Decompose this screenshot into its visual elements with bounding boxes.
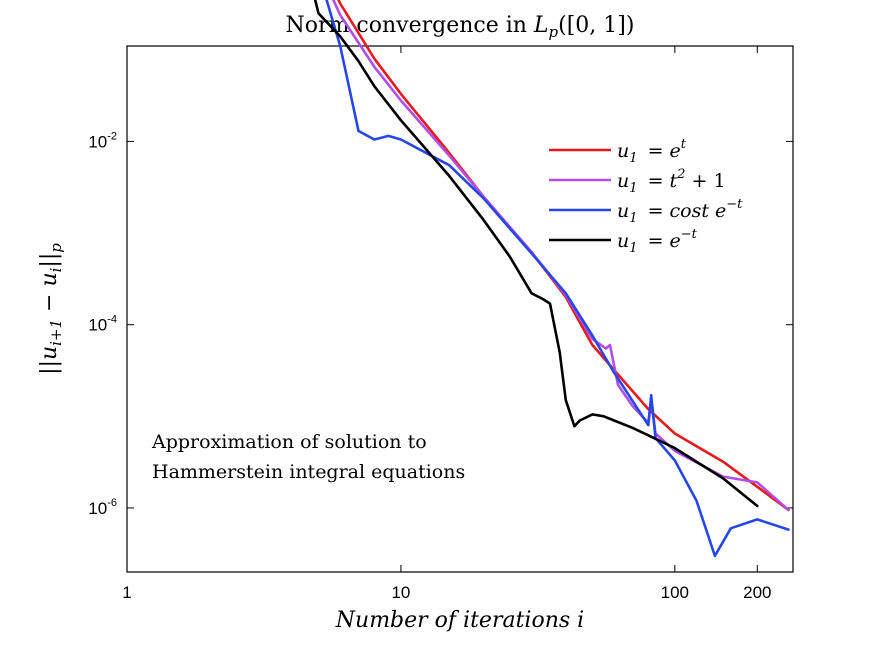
axis-ticks: 11010020010010-210-410-6: [88, 46, 793, 602]
x-axis-label: Number of iterations i: [335, 608, 584, 633]
plot-area: [126, 45, 794, 573]
y-axis-label: ||ui+1 − ui||p: [37, 243, 65, 375]
x-tick-label: 1: [122, 583, 131, 602]
x-tick-label: 100: [661, 583, 689, 602]
series-line-1: [331, 0, 790, 512]
y-tick-label: 10-6: [88, 497, 117, 518]
x-tick-label: 200: [743, 583, 771, 602]
y-tick-label: 10-2: [88, 130, 117, 151]
series-line-3: [313, 0, 759, 508]
chart-title: Norm convergence in Lp([0, 1]): [286, 13, 635, 41]
annotation-line-2: Hammerstein integral equations: [152, 461, 465, 483]
legend-label-1: u1 = t2 + 1: [617, 167, 726, 196]
annotation-line-1: Approximation of solution to: [151, 431, 427, 453]
series-line-2: [325, 0, 790, 558]
x-tick-label: 10: [391, 583, 410, 602]
legend-label-0: u1 = et: [617, 137, 687, 166]
series-group: [313, 0, 790, 558]
legend-label-2: u1 = cost e−t: [617, 197, 743, 226]
y-tick-label: 10-4: [88, 314, 117, 335]
legend-label-3: u1 = e−t: [617, 227, 698, 256]
